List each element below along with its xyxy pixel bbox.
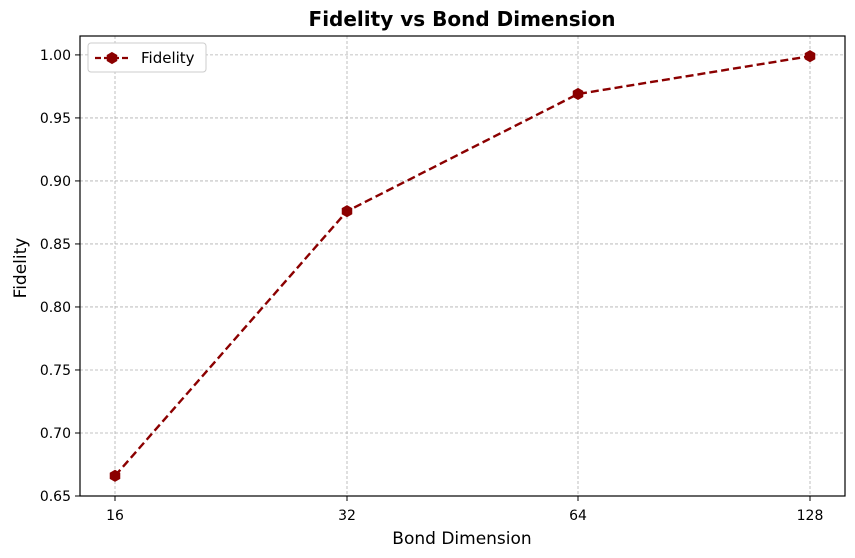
y-tick-label: 0.85 (40, 237, 71, 253)
legend: Fidelity (87, 42, 207, 73)
y-axis-label: Fidelity (11, 238, 31, 299)
y-axis: 0.65 0.70 0.75 0.80 0.85 0.90 0.95 1.00 (40, 48, 80, 505)
legend-marker (106, 51, 118, 65)
plot-frame (79, 35, 846, 497)
data-point (341, 205, 353, 218)
series-line (114, 54, 811, 477)
data-point (109, 469, 121, 482)
chart-title: Fidelity vs Bond Dimension (309, 7, 616, 31)
data-point (572, 87, 584, 101)
y-tick-label: 0.80 (40, 300, 71, 316)
series-fidelity (109, 50, 816, 482)
y-tick-label: 0.75 (40, 363, 71, 379)
y-tick-label: 0.95 (40, 111, 71, 127)
grid (80, 36, 845, 497)
x-tick-label: 64 (569, 508, 587, 524)
legend-label: Fidelity (141, 49, 195, 67)
x-axis: 16 32 64 128 (106, 496, 823, 524)
x-tick-label: 32 (338, 508, 356, 524)
y-tick-label: 0.70 (40, 426, 71, 442)
x-tick-label: 128 (797, 508, 824, 524)
x-tick-label: 16 (106, 508, 124, 524)
y-tick-label: 1.00 (40, 48, 71, 64)
legend-box (87, 42, 207, 73)
x-axis-label: Bond Dimension (392, 529, 531, 549)
y-tick-label: 0.90 (40, 174, 71, 190)
data-point (804, 50, 816, 63)
y-tick-label: 0.65 (40, 489, 71, 505)
